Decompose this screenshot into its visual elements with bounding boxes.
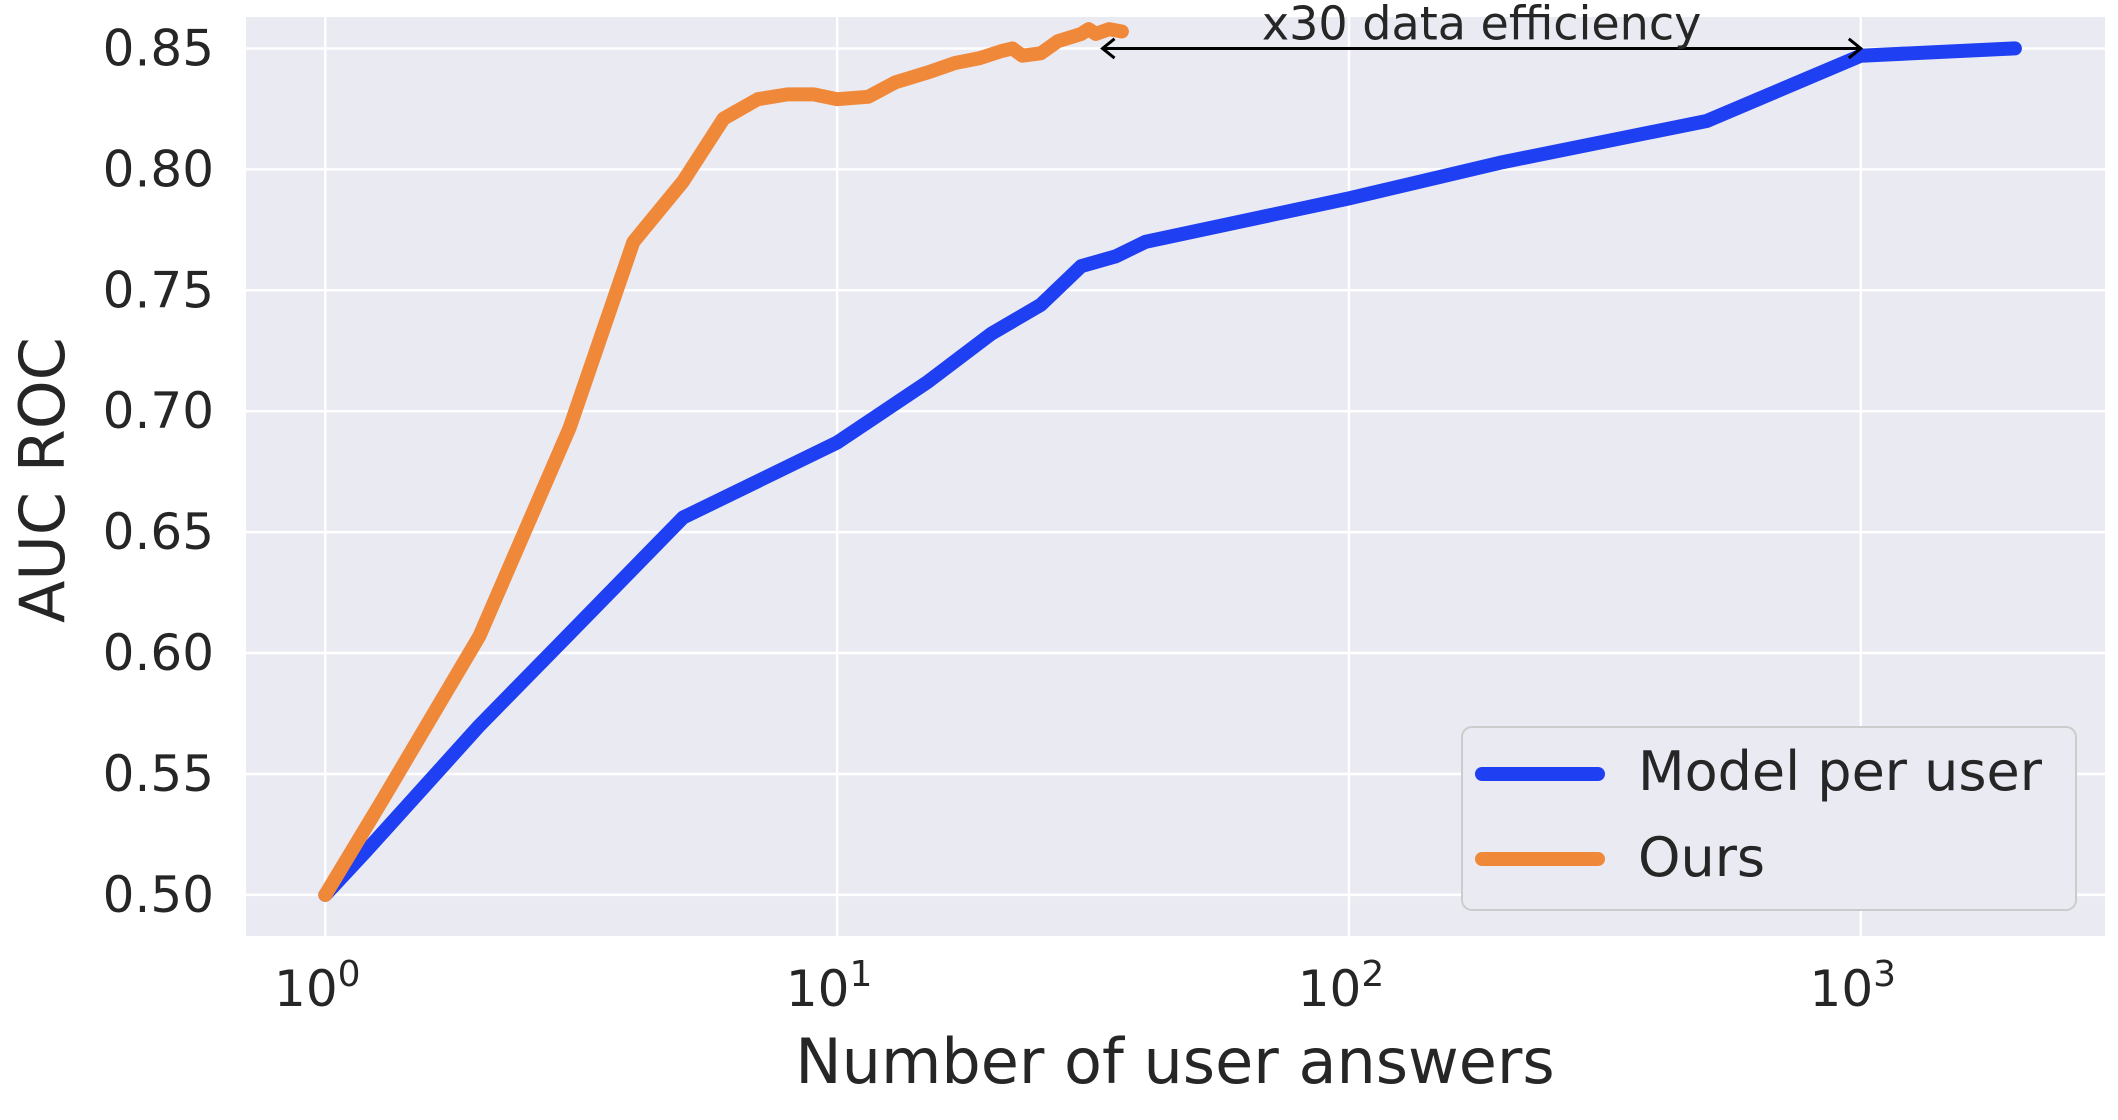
x-tick-label: 101 (786, 954, 873, 1018)
y-tick-label: 0.50 (103, 866, 214, 924)
legend: Model per user Ours (1461, 726, 2077, 911)
x-tick-label: 103 (1810, 954, 1897, 1018)
y-tick-labels: 0.50 0.55 0.60 0.65 0.70 0.75 0.80 0.85 (103, 19, 214, 923)
y-tick-label: 0.65 (103, 503, 214, 561)
y-tick-label: 0.85 (103, 19, 214, 77)
annotation-arrowhead-left (1100, 37, 1116, 60)
legend-box (1461, 726, 2077, 911)
legend-label-ours: Ours (1638, 826, 1765, 889)
series-line-model-per-user (318, 41, 2022, 902)
y-tick-label: 0.60 (103, 624, 214, 682)
x-tick-labels: 100 101 102 103 (274, 954, 1896, 1018)
x-tick-label: 102 (1298, 954, 1385, 1018)
series-line-ours (318, 22, 1129, 902)
annotation-arrowhead-right (1847, 37, 1864, 60)
y-tick-label: 0.75 (103, 261, 214, 319)
annotation: x30 data efficiency (1100, 0, 1864, 60)
annotation-text: x30 data efficiency (1262, 0, 1701, 50)
x-tick-label: 100 (274, 954, 361, 1018)
y-tick-label: 0.70 (103, 382, 214, 440)
y-axis-label: AUC ROC (6, 337, 79, 623)
legend-label-model-per-user: Model per user (1638, 740, 2043, 803)
y-tick-label: 0.80 (103, 140, 214, 198)
x-axis-label: Number of user answers (795, 1025, 1554, 1098)
y-tick-label: 0.55 (103, 745, 214, 803)
series-lines (318, 22, 2022, 902)
